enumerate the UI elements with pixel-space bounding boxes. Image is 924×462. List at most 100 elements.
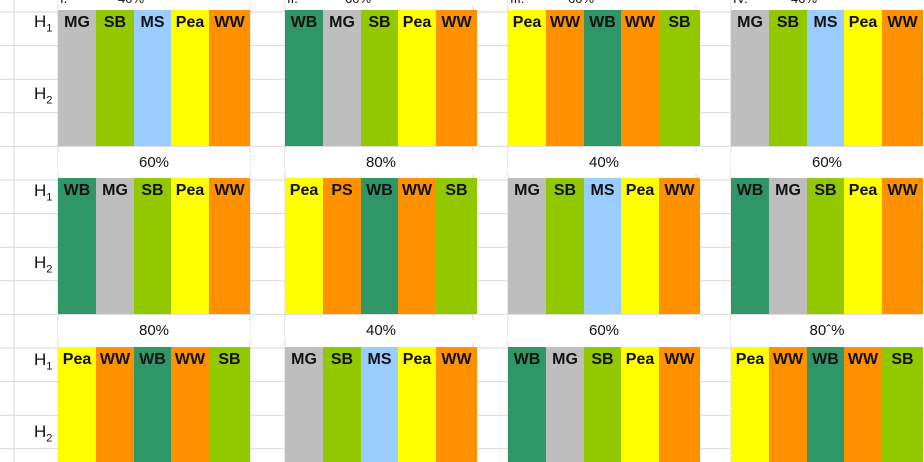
panel-title: II. 60% — [285, 0, 477, 5]
crop-strip-mg: MG — [285, 347, 323, 462]
h2-label-text: H — [34, 422, 47, 441]
crop-strip-pea: Pea — [508, 10, 546, 146]
crop-strip-sb: SB — [96, 10, 134, 146]
crop-panel: MG SB MS Pea WW — [731, 10, 923, 146]
panel-tag: II. — [287, 0, 298, 5]
h2-label-text: H — [34, 84, 47, 103]
crop-strip-ps: PS — [323, 178, 361, 314]
crop-strip-mg: MG — [731, 10, 769, 146]
panel-tag: I. — [60, 0, 67, 5]
crop-panel: WB MG SB Pea WW — [508, 347, 700, 462]
crop-panel: WB MG SB Pea WW — [285, 10, 477, 146]
crop-strip-sb: SB — [436, 178, 477, 314]
crop-strip-pea: Pea — [285, 178, 323, 314]
panel-title: I. 40% — [58, 0, 250, 5]
crop-strip-ms: MS — [361, 347, 398, 462]
h2-label: H2 — [34, 422, 52, 444]
panel-percent: 60% — [508, 320, 700, 342]
crop-strip-pea: Pea — [398, 10, 436, 146]
crop-strip-sb: SB — [584, 347, 621, 462]
crop-strip-sb: SB — [546, 178, 584, 314]
crop-strip-sb: SB — [361, 10, 398, 146]
crop-panel: MG SB MS Pea WW — [58, 10, 250, 146]
crop-strip-ww: WW — [659, 178, 700, 314]
crop-panel: Pea PS WB WW SB — [285, 178, 477, 314]
crop-strip-pea: Pea — [171, 178, 209, 314]
crop-strip-sb: SB — [769, 10, 807, 146]
h1-label-subscript: 1 — [46, 191, 53, 204]
crop-strip-pea: Pea — [844, 10, 882, 146]
crop-strip-pea: Pea — [731, 347, 769, 462]
crop-strip-sb: SB — [209, 347, 250, 462]
crop-strip-sb: SB — [323, 347, 361, 462]
crop-strip-wb: WB — [807, 347, 844, 462]
crop-strip-mg: MG — [769, 178, 807, 314]
crop-strip-pea: Pea — [621, 178, 659, 314]
crop-strip-ww: WW — [882, 178, 923, 314]
crop-strip-ms: MS — [807, 10, 844, 146]
h1-label-subscript: 1 — [46, 22, 53, 35]
crop-strip-sb: SB — [659, 10, 700, 146]
crop-strip-ww: WW — [844, 347, 882, 462]
h1-label: H1 — [34, 181, 52, 203]
crop-panel: MG SB MS Pea WW — [508, 178, 700, 314]
crop-strip-mg: MG — [58, 10, 96, 146]
panel-percent: 40% — [118, 0, 144, 5]
crop-strip-pea: Pea — [398, 347, 436, 462]
h2-label-text: H — [34, 253, 47, 272]
h1-label: H1 — [34, 350, 52, 372]
crop-strip-sb: SB — [882, 347, 923, 462]
crop-strip-ww: WW — [96, 347, 134, 462]
crop-strip-ww: WW — [398, 178, 436, 314]
panel-percent: 60% — [345, 0, 371, 5]
h2-label: H2 — [34, 84, 52, 106]
crop-strip-ms: MS — [584, 178, 621, 314]
crop-strip-sb: SB — [134, 178, 171, 314]
h2-label-subscript: 2 — [46, 94, 53, 107]
h1-label-text: H — [34, 181, 47, 200]
crop-strip-wb: WB — [731, 178, 769, 314]
crop-panel: WB MG SB Pea WW — [58, 178, 250, 314]
panel-percent: 40% — [791, 0, 817, 5]
h2-label-subscript: 2 — [46, 263, 53, 276]
crop-strip-wb: WB — [508, 347, 546, 462]
panel-title: III. 60% — [508, 0, 700, 5]
crop-strip-ww: WW — [659, 347, 700, 462]
h2-label-subscript: 2 — [46, 432, 53, 445]
crop-strip-pea: Pea — [621, 347, 659, 462]
crop-strip-wb: WB — [58, 178, 96, 314]
crop-strip-ww: WW — [209, 10, 250, 146]
crop-strip-wb: WB — [361, 178, 398, 314]
crop-strip-ww: WW — [882, 10, 923, 146]
crop-strip-ww: WW — [171, 347, 209, 462]
crop-strip-pea: Pea — [58, 347, 96, 462]
crop-strip-mg: MG — [96, 178, 134, 314]
crop-strip-mg: MG — [546, 347, 584, 462]
panel-tag: IV. — [733, 0, 748, 5]
panel-tag: III. — [510, 0, 524, 5]
panel-percent: 60% — [568, 0, 594, 5]
panel-percent: 80% — [285, 152, 477, 174]
crop-strip-ww: WW — [436, 10, 477, 146]
crop-strip-ww: WW — [209, 178, 250, 314]
panel-percent: 60% — [731, 152, 923, 174]
crop-strip-pea: Pea — [844, 178, 882, 314]
h2-label: H2 — [34, 253, 52, 275]
panel-percent: 60% — [58, 152, 250, 174]
crop-strip-ms: MS — [134, 10, 171, 146]
h1-label: H1 — [34, 12, 52, 34]
crop-strip-wb: WB — [584, 10, 621, 146]
h1-label-subscript: 1 — [46, 360, 53, 373]
crop-strip-mg: MG — [508, 178, 546, 314]
crop-panel: Pea WW WB WW SB — [508, 10, 700, 146]
crop-panel: WB MG SB Pea WW — [731, 178, 923, 314]
h1-label-text: H — [34, 350, 47, 369]
panel-percent: 40% — [508, 152, 700, 174]
crop-strip-ww: WW — [621, 10, 659, 146]
crop-strip-ww: WW — [436, 347, 477, 462]
crop-strip-wb: WB — [134, 347, 171, 462]
panel-percent: 80% — [58, 320, 250, 342]
crop-strip-ww: WW — [769, 347, 807, 462]
h1-label-text: H — [34, 12, 47, 31]
panel-percent: 80ˆ% — [731, 320, 923, 342]
